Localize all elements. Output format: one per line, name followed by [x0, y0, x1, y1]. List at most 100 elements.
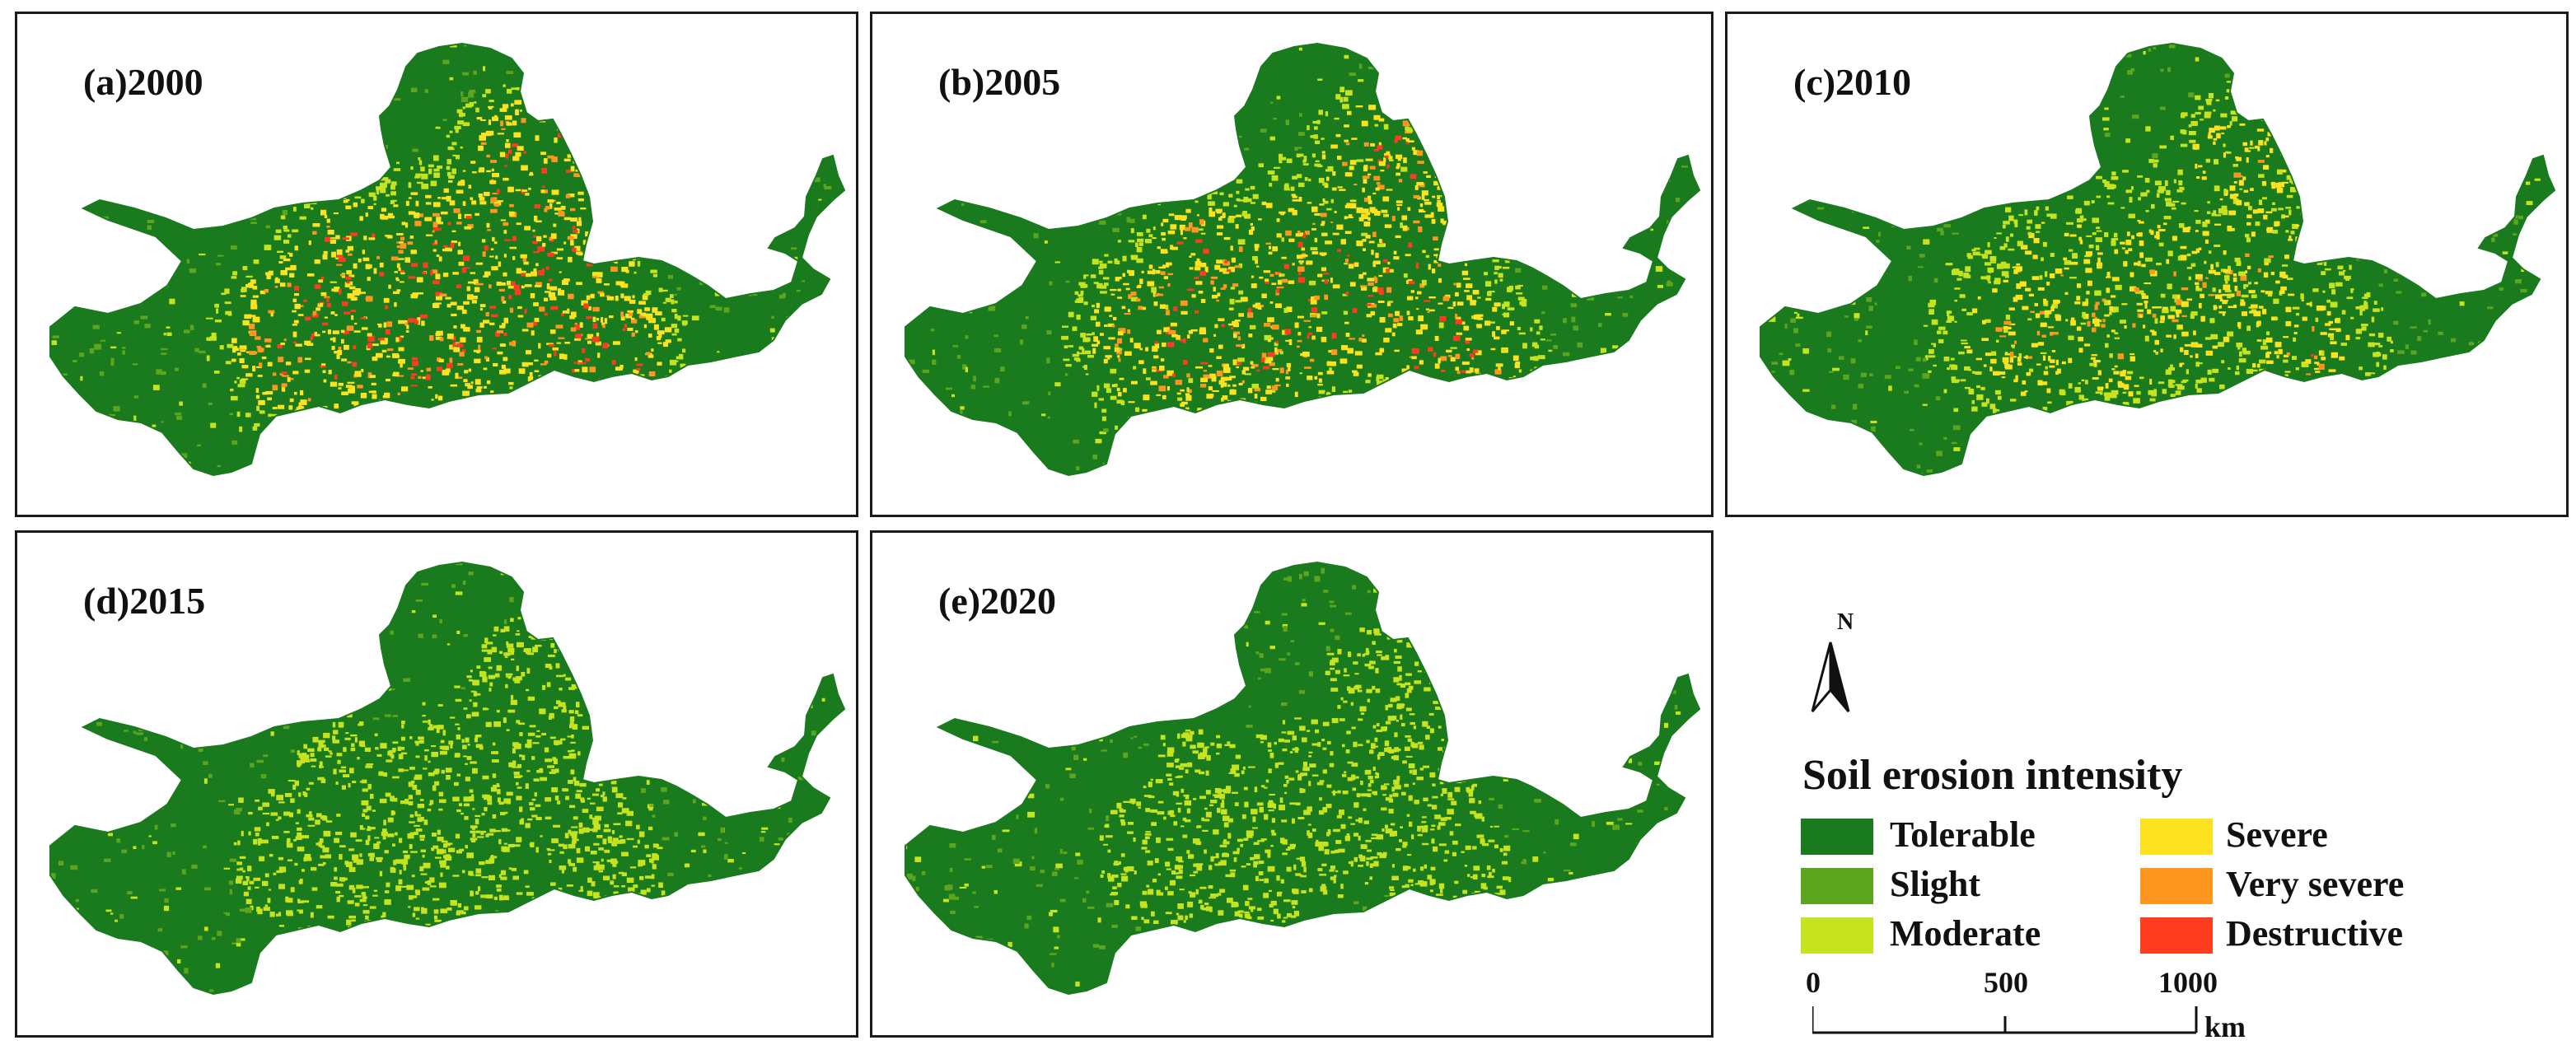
erosion-cell	[2078, 337, 2084, 342]
erosion-cell	[800, 154, 806, 159]
erosion-cell	[1286, 383, 1289, 387]
erosion-cell	[1209, 413, 1215, 418]
erosion-cell	[1461, 321, 1466, 325]
erosion-cell	[152, 385, 160, 390]
erosion-cell	[1231, 389, 1234, 392]
erosion-cell	[559, 115, 566, 121]
erosion-cell	[1377, 184, 1385, 190]
erosion-cell	[1430, 73, 1438, 78]
erosion-cell	[2271, 316, 2278, 321]
erosion-cell	[1159, 304, 1166, 309]
erosion-cell	[1133, 366, 1137, 370]
erosion-cell	[1251, 408, 1256, 413]
erosion-cell	[540, 189, 545, 194]
erosion-cell	[538, 270, 545, 276]
erosion-cell	[412, 292, 418, 296]
erosion-cell	[160, 211, 166, 216]
erosion-cell	[515, 152, 521, 157]
erosion-cell	[567, 308, 570, 314]
erosion-cell	[1474, 131, 1480, 137]
erosion-cell	[1076, 358, 1081, 362]
erosion-cell	[55, 396, 60, 399]
erosion-cell	[1440, 55, 1444, 58]
erosion-cell	[1456, 256, 1461, 261]
erosion-cell	[259, 362, 263, 367]
erosion-cell	[312, 231, 317, 235]
erosion-cell	[2408, 118, 2413, 124]
erosion-cell	[52, 403, 58, 407]
erosion-cell	[1123, 388, 1127, 393]
erosion-cell	[436, 366, 443, 371]
erosion-cell	[2028, 233, 2035, 239]
erosion-cell	[335, 235, 340, 240]
erosion-cell	[2391, 136, 2398, 138]
erosion-cell	[2444, 100, 2451, 103]
erosion-cell	[283, 229, 290, 232]
erosion-cell	[600, 229, 607, 235]
erosion-cell	[282, 432, 287, 435]
erosion-cell	[671, 333, 677, 336]
erosion-cell	[1377, 86, 1382, 90]
erosion-cell	[1069, 96, 1076, 100]
erosion-cell	[1352, 370, 1358, 373]
erosion-cell	[2246, 325, 2251, 331]
erosion-cell	[1110, 293, 1115, 296]
erosion-cell	[2114, 337, 2120, 339]
erosion-cell	[1227, 376, 1232, 380]
erosion-cell	[1275, 340, 1279, 344]
erosion-cell	[1089, 55, 1095, 58]
erosion-cell	[1419, 203, 1424, 208]
erosion-cell	[1366, 303, 1372, 306]
erosion-cell	[1185, 208, 1191, 213]
erosion-cell	[2452, 50, 2459, 54]
erosion-cell	[1462, 253, 1467, 257]
erosion-cell	[535, 408, 543, 411]
erosion-cell	[964, 418, 970, 421]
erosion-cell	[458, 241, 461, 246]
erosion-cell	[2254, 87, 2261, 91]
erosion-cell	[1358, 338, 1363, 342]
erosion-cell	[147, 220, 155, 223]
erosion-cell	[439, 337, 444, 342]
erosion-cell	[2008, 150, 2012, 153]
erosion-cell	[513, 132, 521, 138]
erosion-cell	[542, 242, 546, 247]
erosion-cell	[1408, 281, 1415, 285]
erosion-cell	[568, 256, 573, 263]
erosion-cell	[1269, 301, 1274, 304]
erosion-cell	[2106, 184, 2115, 189]
erosion-cell	[1339, 466, 1346, 471]
erosion-cell	[2180, 254, 2187, 261]
erosion-cell	[1521, 427, 1527, 432]
erosion-cell	[1912, 57, 1916, 62]
erosion-cell	[577, 476, 584, 478]
erosion-cell	[522, 257, 526, 262]
erosion-cell	[308, 240, 311, 245]
erosion-cell	[2368, 372, 2376, 375]
erosion-cell	[1401, 78, 1406, 82]
erosion-cell	[2106, 334, 2110, 338]
erosion-cell	[507, 186, 514, 193]
erosion-cell	[2195, 343, 2203, 348]
erosion-cell	[1960, 379, 1966, 382]
erosion-cell	[1344, 204, 1353, 208]
erosion-cell	[521, 118, 526, 124]
erosion-cell	[478, 418, 483, 423]
erosion-cell	[1395, 310, 1400, 316]
erosion-cell	[116, 332, 121, 334]
erosion-cell	[1269, 101, 1274, 104]
erosion-cell	[1363, 179, 1367, 184]
erosion-cell	[1362, 187, 1365, 193]
erosion-cell	[1639, 217, 1646, 223]
erosion-cell	[559, 271, 562, 273]
erosion-cell	[437, 449, 445, 455]
erosion-cell	[2387, 444, 2394, 449]
erosion-cell	[2045, 67, 2050, 72]
erosion-cell	[1268, 352, 1275, 357]
erosion-cell	[1180, 389, 1185, 392]
erosion-cell	[687, 405, 691, 411]
erosion-cell	[1506, 465, 1513, 472]
erosion-cell	[2107, 202, 2115, 205]
erosion-cell	[1598, 237, 1603, 240]
erosion-cell	[1311, 335, 1316, 340]
